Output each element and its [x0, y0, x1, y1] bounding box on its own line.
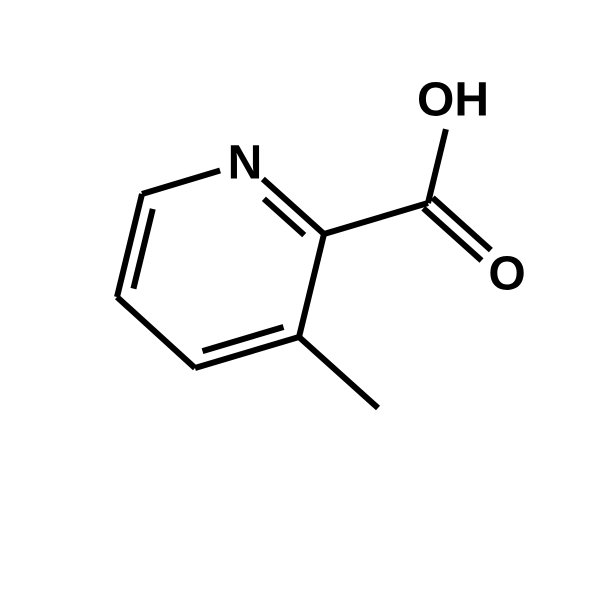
- bond: [264, 199, 304, 235]
- bond: [195, 337, 299, 368]
- atom-label-O9: O: [488, 248, 525, 301]
- bond: [299, 234, 324, 337]
- bond: [142, 170, 220, 194]
- bond: [324, 203, 428, 234]
- atom-label-N: N: [228, 137, 263, 190]
- bond: [299, 337, 378, 408]
- molecule-diagram: N OH O: [0, 0, 600, 600]
- bond: [428, 129, 446, 203]
- bond: [117, 297, 195, 368]
- atom-label-O8: OH: [417, 74, 489, 127]
- bond: [117, 194, 142, 297]
